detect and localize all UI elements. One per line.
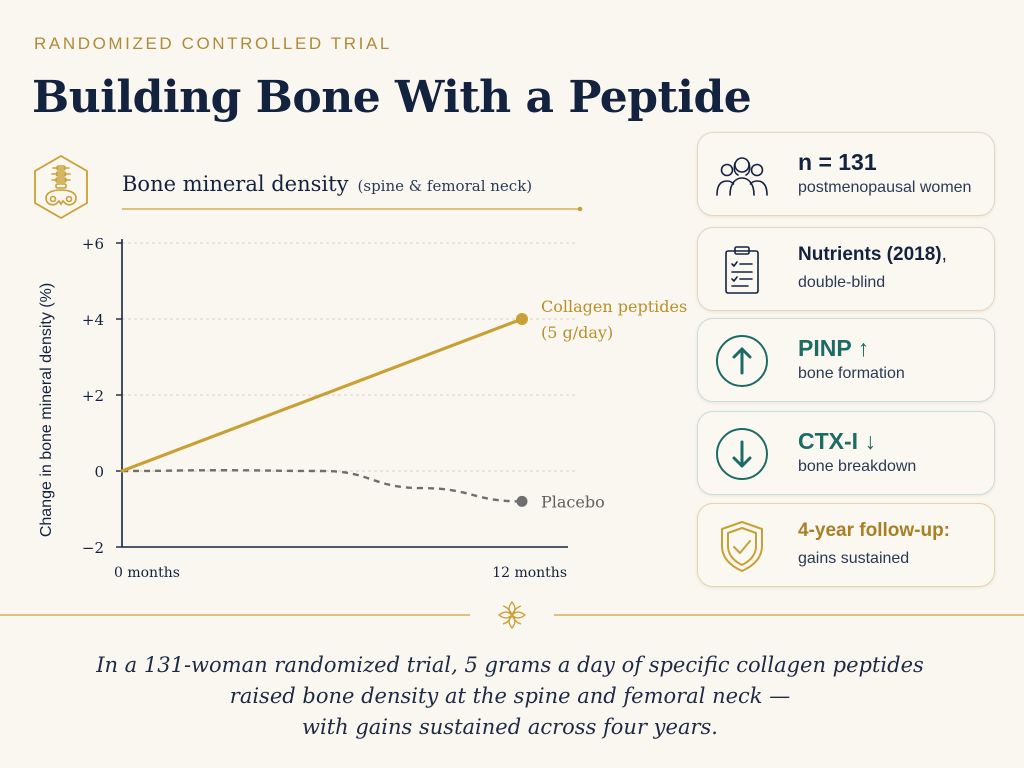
floral-ornament-icon <box>497 600 527 630</box>
x-tick-label: 12 months <box>492 565 567 581</box>
kicker: RANDOMIZED CONTROLLED TRIAL <box>34 34 392 53</box>
publication-bold: Nutrients (2018) <box>798 244 942 265</box>
page-title: Building Bone With a Peptide <box>32 72 752 123</box>
caption-line-3: with gains sustained across four years. <box>302 715 718 739</box>
arrow-up-icon <box>716 335 768 387</box>
pinp-card: PINP ↑ bone formation <box>697 318 995 402</box>
collagen-label-line-2: (5 g/day) <box>541 323 613 342</box>
ctx-sub: bone breakdown <box>798 458 917 475</box>
chart-title: Bone mineral density (spine & femoral ne… <box>122 172 532 196</box>
ctx-card: CTX-I ↓ bone breakdown <box>697 411 995 495</box>
publication-sub: double-blind <box>798 274 886 291</box>
y-tick-label: +6 <box>82 235 104 253</box>
bmd-line-chart: +6 +4 +2 0 −2 0 months 12 months Change in bone… <box>38 235 687 581</box>
spine-pelvis-icon <box>34 154 88 220</box>
follow-up-text: 4-year follow-up: <box>798 520 951 541</box>
caption-line-1: In a 131-woman randomized trial, 5 grams… <box>96 653 924 677</box>
placebo-label: Placebo <box>541 492 605 511</box>
title-rule <box>122 206 583 212</box>
placebo-line <box>121 469 523 503</box>
section-divider <box>0 600 1024 630</box>
sample-size-text: n = 131 <box>798 149 877 175</box>
y-tick-label: +2 <box>82 387 104 405</box>
caption-line-2: raised bone density at the spine and fem… <box>229 684 791 708</box>
shield-check-icon <box>721 521 763 572</box>
y-axis-label: Change in bone mineral density (%) <box>38 283 55 537</box>
sample-size-card: n = 131 postmenopausal women <box>697 132 995 216</box>
collagen-label-line-1: Collagen peptides <box>541 297 687 316</box>
collagen-line <box>120 317 524 473</box>
sample-size-sub: postmenopausal women <box>798 179 972 196</box>
follow-up-sub: gains sustained <box>798 550 910 567</box>
x-tick-label: 0 months <box>114 565 180 581</box>
placebo-endpoint <box>516 495 528 507</box>
y-tick-label: 0 <box>94 463 104 481</box>
pinp-text: PINP ↑ <box>798 335 870 361</box>
arrow-down-icon <box>716 428 768 480</box>
pinp-sub: bone formation <box>798 365 905 382</box>
people-icon <box>716 157 768 196</box>
publication-card: Nutrients (2018), double-blind <box>697 227 995 311</box>
collagen-endpoint <box>516 313 528 325</box>
follow-up-card: 4-year follow-up: gains sustained <box>697 503 995 587</box>
y-tick-label: +4 <box>82 311 104 329</box>
clipboard-icon <box>725 246 759 294</box>
publication-text: Nutrients (2018), <box>798 244 947 266</box>
summary-caption: In a 131-woman randomized trial, 5 grams… <box>60 650 960 743</box>
ctx-text: CTX-I ↓ <box>798 428 876 454</box>
chart-title-main: Bone mineral density <box>122 172 349 196</box>
publication-rest: , <box>941 244 947 265</box>
y-tick-label: −2 <box>82 539 104 557</box>
chart-title-sub: (spine & femoral neck) <box>357 177 533 195</box>
